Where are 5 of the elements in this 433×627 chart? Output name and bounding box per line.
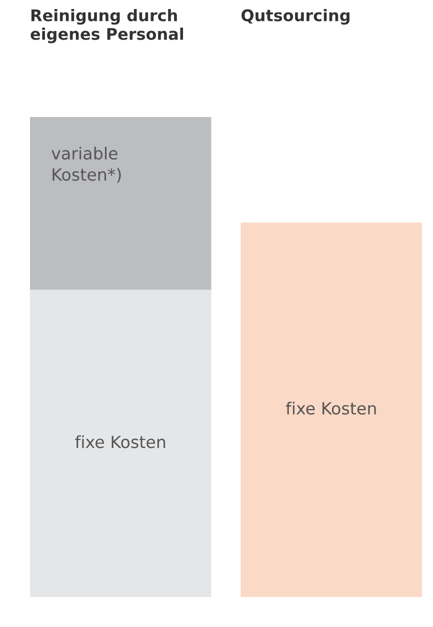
x-tick-label: Qutsourcing (242, 9, 350, 25)
text: fixe Kosten (75, 435, 166, 448)
series-label: variable Kosten*) (52, 146, 121, 183)
series-label: fixe Kosten (286, 402, 376, 415)
x-tick-label: Reinigung durch eigenes Personal (30, 9, 184, 44)
